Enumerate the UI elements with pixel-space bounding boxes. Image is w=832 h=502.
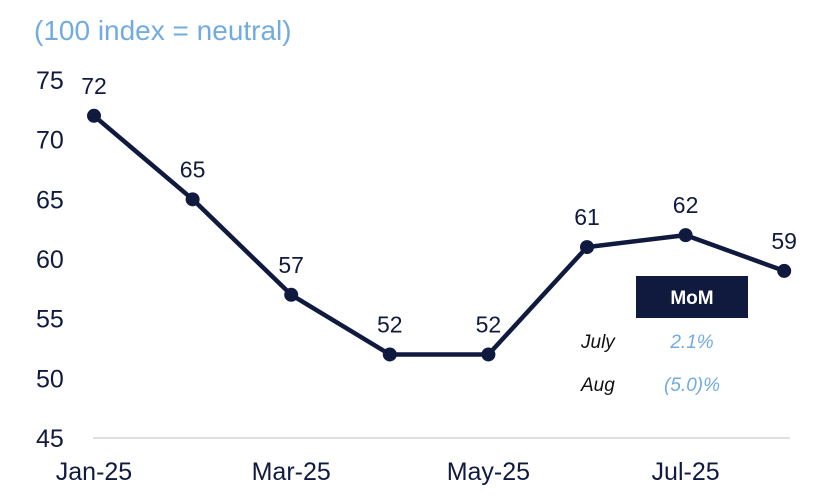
- y-axis-ticks: 45 50 55 60 65 70 75: [36, 67, 64, 453]
- x-tick-label: Mar-25: [252, 458, 331, 486]
- data-point: [382, 347, 397, 362]
- data-label: 52: [377, 311, 403, 337]
- mom-header: MoM: [670, 288, 713, 309]
- data-point: [284, 287, 299, 302]
- data-label: 61: [574, 204, 600, 230]
- mom-row-label-aug: Aug: [580, 375, 615, 396]
- series-line: [91, 113, 787, 357]
- data-point: [777, 263, 792, 278]
- chart-subtitle: (100 index = neutral): [34, 15, 292, 46]
- y-tick-label: 55: [36, 306, 64, 334]
- data-points: [87, 108, 792, 362]
- mom-row-value-aug: (5.0)%: [664, 375, 720, 396]
- data-label: 72: [81, 73, 107, 99]
- mom-row-label-july: July: [580, 332, 616, 353]
- data-point: [678, 228, 693, 243]
- data-label: 65: [180, 156, 206, 182]
- mom-header-bg: [636, 276, 748, 318]
- x-axis-ticks: Jan-25 Mar-25 May-25 Jul-25: [56, 458, 720, 486]
- data-label: 62: [673, 192, 699, 218]
- y-tick-label: 70: [36, 127, 64, 155]
- data-point: [87, 108, 101, 123]
- data-point: [580, 240, 594, 255]
- y-tick-label: 75: [36, 67, 64, 95]
- data-label: 57: [278, 252, 304, 278]
- x-tick-label: Jul-25: [652, 458, 720, 486]
- data-point: [185, 192, 200, 207]
- data-label: 59: [771, 228, 797, 254]
- y-tick-label: 65: [36, 186, 64, 214]
- y-tick-label: 60: [36, 246, 64, 274]
- data-point: [481, 347, 496, 362]
- x-tick-label: Jan-25: [56, 458, 132, 486]
- data-label: 52: [476, 311, 502, 337]
- y-tick-label: 50: [36, 365, 64, 393]
- mom-row-value-july: 2.1%: [669, 332, 713, 353]
- mom-table: MoM July 2.1% Aug (5.0)%: [580, 276, 748, 396]
- x-tick-label: May-25: [447, 458, 530, 486]
- data-labels: 72 65 57 52 52 61 62 59: [81, 73, 797, 338]
- y-tick-label: 45: [36, 425, 64, 453]
